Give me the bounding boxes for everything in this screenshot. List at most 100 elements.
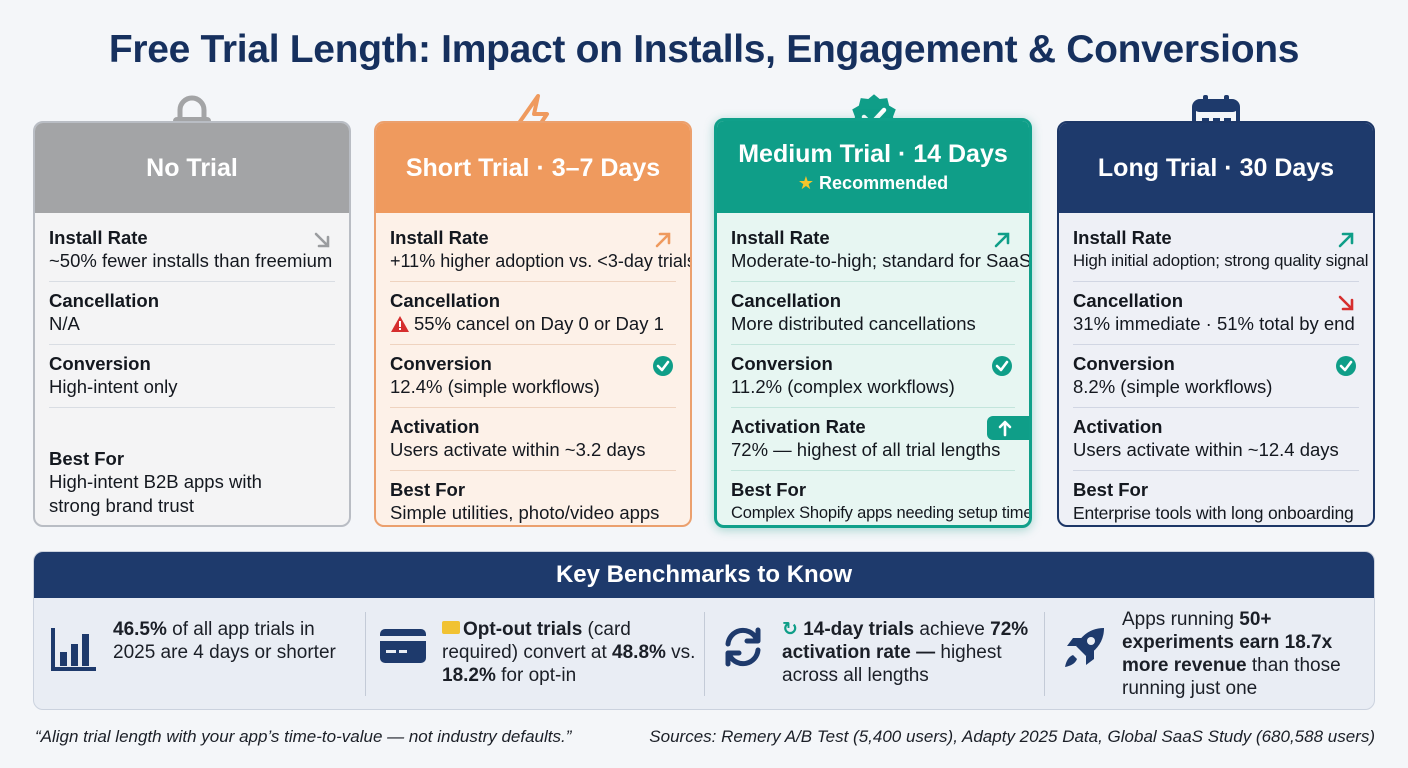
arrow-up-icon xyxy=(998,420,1012,437)
bench-bold: 72% activation rate — xyxy=(782,619,1029,663)
row-label: Install Rate xyxy=(1073,227,1172,248)
trend-up-icon xyxy=(994,232,1010,248)
divider xyxy=(704,612,705,696)
row-value: 12.4% (simple workflows) xyxy=(390,376,600,397)
bench-bold: 50+ experiments earn 18.7x more revenue xyxy=(1122,609,1333,676)
card-title: Medium Trial · 14 Days xyxy=(738,140,1008,168)
row-label: Install Rate xyxy=(390,227,489,248)
rocket-icon xyxy=(1065,628,1104,667)
page-title: Free Trial Length: Impact on Installs, E… xyxy=(108,28,1300,71)
row-value: 72% — highest of all trial lengths xyxy=(731,439,1001,460)
bench-text: than those running just one xyxy=(1122,655,1341,699)
row-label: Best For xyxy=(731,479,807,500)
row-label: Conversion xyxy=(390,353,492,374)
bench-text: (card required) convert at xyxy=(442,619,631,663)
benchmarks-panel: Key Benchmarks to Know 46.5% of all app … xyxy=(33,551,1375,710)
card-long-trial: Long Trial · 30 Days Install Rate High i… xyxy=(1057,121,1375,527)
row-value: 55% cancel on Day 0 or Day 1 xyxy=(390,312,676,336)
bench-bold: 46.5% xyxy=(113,619,167,640)
row-value: Simple utilities, photo/video apps xyxy=(390,502,660,523)
row-conversion: Conversion 11.2% (complex workflows) xyxy=(731,345,1015,408)
trend-up-icon xyxy=(655,232,671,248)
row-conversion: Conversion 12.4% (simple workflows) xyxy=(390,345,676,408)
card-header: Medium Trial · 14 Days ★ Recommended xyxy=(717,121,1029,213)
row-value: 11.2% (complex workflows) xyxy=(731,376,955,397)
row-conversion: Conversion 8.2% (simple workflows) xyxy=(1073,345,1359,408)
bench-text: achieve xyxy=(914,619,991,640)
warning-icon xyxy=(391,316,409,332)
row-best-for: Best For Complex Shopify apps needing se… xyxy=(731,471,1032,525)
row-activation: Activation Users activate within ~12.4 d… xyxy=(1073,408,1359,471)
row-label: Activation Rate xyxy=(731,416,866,437)
row-value: Moderate-to-high; standard for SaaS xyxy=(731,250,1032,271)
divider xyxy=(1044,612,1045,696)
row-value: High initial adoption; strong quality si… xyxy=(1073,251,1369,270)
row-install-rate: Install Rate +11% higher adoption vs. <3… xyxy=(390,219,692,282)
row-cancellation: Cancellation 55% cancel on Day 0 or Day … xyxy=(390,282,676,345)
row-best-for: Best For Simple utilities, photo/video a… xyxy=(390,471,676,525)
row-label: Cancellation xyxy=(390,290,500,311)
row-cancellation: Cancellation More distributed cancellati… xyxy=(731,282,1015,345)
row-value: More distributed cancellations xyxy=(731,313,976,334)
row-value-text: 55% cancel on Day 0 or Day 1 xyxy=(414,313,664,334)
benchmark-4: Apps running 50+ experiments earn 18.7x … xyxy=(1122,608,1362,699)
card-title: Long Trial · 30 Days xyxy=(1097,153,1335,182)
row-label: Cancellation xyxy=(731,290,841,311)
row-best-for: Best For High-intent B2B apps with stron… xyxy=(49,408,335,525)
row-label: Activation xyxy=(1073,416,1163,437)
highlight-flag xyxy=(987,416,1029,440)
bench-bold: Opt-out trials xyxy=(463,619,583,640)
row-value: Users activate within ~12.4 days xyxy=(1073,439,1339,460)
credit-card-icon xyxy=(380,629,426,663)
bench-text: vs. xyxy=(665,642,696,663)
row-value: 8.2% (simple workflows) xyxy=(1073,376,1273,397)
row-install-rate: Install Rate High initial adoption; stro… xyxy=(1073,219,1369,282)
card-title: Short Trial · 3–7 Days xyxy=(405,153,661,182)
row-value: High-intent only xyxy=(49,376,178,397)
row-label: Conversion xyxy=(731,353,833,374)
benchmark-2: Opt-out trials (card required) convert a… xyxy=(442,618,700,704)
row-cancellation: Cancellation N/A xyxy=(49,282,335,345)
bench-text: of all app trials in 2025 are 4 days or … xyxy=(113,619,336,663)
row-label: Conversion xyxy=(1073,353,1175,374)
row-activation: Activation Users activate within ~3.2 da… xyxy=(390,408,676,471)
row-best-for: Best For Enterprise tools with long onbo… xyxy=(1073,471,1359,525)
check-circle-icon xyxy=(1336,356,1356,376)
footer-quote: “Align trial length with your app’s time… xyxy=(35,727,572,746)
row-value: 31% immediate · 51% total by end xyxy=(1073,313,1355,334)
recommended-badge: ★ Recommended xyxy=(798,173,948,194)
row-label: Best For xyxy=(1073,479,1149,500)
bench-bold: 48.8% xyxy=(612,642,666,663)
row-value: Users activate within ~3.2 days xyxy=(390,439,646,460)
row-activation-rate: Activation Rate 72% — highest of all tri… xyxy=(731,408,1029,471)
row-label: Activation xyxy=(390,416,480,437)
trend-up-icon xyxy=(1338,232,1354,248)
trend-down-icon xyxy=(1338,295,1354,311)
row-value: Complex Shopify apps needing setup time xyxy=(731,504,1032,522)
badge-label: Recommended xyxy=(819,173,949,193)
card-medium-trial: Medium Trial · 14 Days ★ Recommended Ins… xyxy=(714,118,1032,528)
check-circle-icon xyxy=(992,356,1012,376)
trend-down-icon xyxy=(314,232,330,248)
card-header: No Trial xyxy=(35,123,349,213)
card-title: No Trial xyxy=(146,153,238,182)
row-cancellation: Cancellation 31% immediate · 51% total b… xyxy=(1073,282,1359,345)
card-header: Long Trial · 30 Days xyxy=(1059,123,1373,213)
star-icon: ★ xyxy=(797,173,815,193)
row-label: Conversion xyxy=(49,353,151,374)
row-label: Best For xyxy=(390,479,466,500)
row-install-rate: Install Rate Moderate-to-high; standard … xyxy=(731,219,1032,282)
bench-bold: 18.2% xyxy=(442,665,496,686)
bench-text: Apps running xyxy=(1122,609,1240,630)
benchmark-1: 46.5% of all app trials in 2025 are 4 da… xyxy=(113,618,353,704)
row-value: ~50% fewer installs than freemium xyxy=(49,250,333,271)
row-value: +11% higher adoption vs. <3-day trials xyxy=(390,251,692,271)
benchmarks-title: Key Benchmarks to Know xyxy=(34,552,1374,598)
bench-text: for opt-in xyxy=(495,665,577,686)
card-no-trial: No Trial Install Rate ~50% fewer install… xyxy=(33,121,351,527)
refresh-emoji-icon: ↻ xyxy=(782,619,798,640)
card-short-trial: Short Trial · 3–7 Days Install Rate +11%… xyxy=(374,121,692,527)
card-emoji-icon xyxy=(442,621,460,634)
row-value: N/A xyxy=(49,313,80,334)
row-label: Install Rate xyxy=(49,227,148,248)
